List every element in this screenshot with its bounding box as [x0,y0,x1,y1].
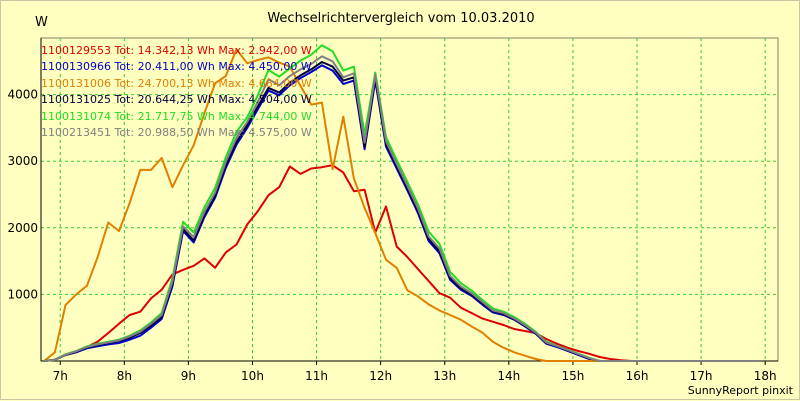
x-tick-label: 8h [117,369,132,383]
x-tick-label: 13h [433,369,456,383]
x-tick-label: 14h [497,369,520,383]
legend-entry-2: 1100130966 Tot: 20.411,00 Wh Max: 4.450,… [41,60,312,74]
legend-entry-4: 1100131025 Tot: 20.644,25 Wh Max: 4.504,… [41,93,312,107]
series-line-1 [44,164,760,362]
y-tick-label: 3000 [7,154,38,168]
x-tick-label: 17h [690,369,713,383]
x-tick-label: 9h [181,369,196,383]
x-tick-label: 18h [754,369,777,383]
x-tick-label: 12h [369,369,392,383]
legend-entry-6: 1100213451 Tot: 20.988,50 Wh Max: 4.575,… [41,126,312,140]
chart-title: Wechselrichtervergleich vom 10.03.2010 [267,11,535,26]
y-tick-label: 1000 [7,287,38,301]
legend-entry-5: 1100131074 Tot: 21.717,75 Wh Max: 4.744,… [41,109,312,123]
x-tick-label: 7h [53,369,68,383]
series-line-6 [44,55,760,362]
x-tick-label: 11h [305,369,328,383]
x-tick-label: 10h [241,369,264,383]
y-axis-unit-label: W [35,15,48,30]
x-tick-label: 16h [626,369,649,383]
y-tick-label: 2000 [7,221,38,235]
legend-entry-1: 1100129553 Tot: 14.342,13 Wh Max: 2.942,… [41,44,312,57]
footer-credit: SunnyReport pinxit [687,384,793,397]
legend-entry-3: 1100131006 Tot: 24.700,13 Wh Max: 4.684,… [41,76,312,90]
x-tick-label: 15h [561,369,584,383]
y-tick-label: 4000 [7,88,38,102]
chart-legend: 1100129553 Tot: 14.342,13 Wh Max: 2.942,… [41,43,312,141]
